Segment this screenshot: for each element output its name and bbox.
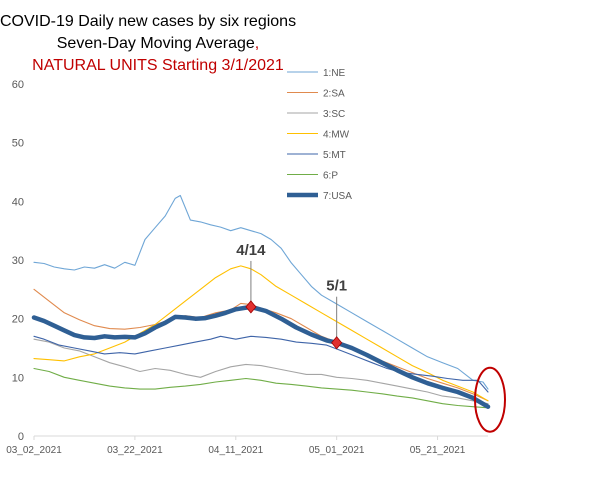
- y-tick-label: 30: [12, 255, 24, 267]
- annotation-marker: [331, 336, 343, 350]
- title-line-2: Seven-Day Moving Average,: [57, 35, 260, 52]
- series-line-5mt: [33, 335, 489, 393]
- annotation-label: 4/14: [236, 242, 266, 259]
- legend-label: 4:MW: [323, 130, 350, 141]
- series-line-3sc: [33, 338, 489, 405]
- annotation-marker: [245, 300, 257, 314]
- y-tick-label: 60: [12, 79, 24, 91]
- y-tick-label: 50: [12, 138, 24, 150]
- axes: 0 10 20 30 40 50 60 03_02_2021 03_22_2021 04_11_2…: [6, 79, 488, 456]
- y-tick-label: 10: [12, 372, 24, 384]
- x-tick-label: 05_21_2021: [410, 445, 466, 456]
- series-line-7usa: [31, 304, 491, 409]
- legend-label: 5:MT: [323, 150, 346, 161]
- legend-label: 1:NE: [323, 68, 346, 79]
- x-tick-label: 03_22_2021: [107, 445, 163, 456]
- y-tick-label: 40: [12, 196, 24, 208]
- series-line-6p: [33, 367, 489, 409]
- legend-label: 3:SC: [323, 109, 345, 120]
- x-tick-label: 03_02_2021: [6, 445, 62, 456]
- legend: 1:NE 2:SA 3:SC 4:MW 5:MT 6:P 7:USA: [287, 68, 352, 202]
- series-lines: [31, 194, 491, 409]
- x-tick-label: 04_11_2021: [208, 445, 263, 456]
- title-line-3: NATURAL UNITS Starting 3/1/2021: [32, 57, 284, 74]
- legend-label: 6:P: [323, 171, 338, 182]
- legend-label: 2:SA: [323, 89, 345, 100]
- series-line-4mw: [33, 265, 489, 402]
- legend-label: 7:USA: [323, 191, 352, 202]
- y-tick-label: 20: [12, 314, 24, 326]
- highlight-ellipse: [474, 366, 506, 433]
- series-line-1ne: [33, 194, 489, 390]
- chart-title: COVID-19 Daily new cases by six regions …: [0, 13, 296, 74]
- title-line-1: COVID-19 Daily new cases by six regions: [0, 13, 296, 30]
- annotation-label: 5/1: [326, 278, 347, 295]
- series-line-2sa: [33, 288, 489, 402]
- y-tick-label: 0: [18, 431, 24, 443]
- annotations: 4/14 5/1: [236, 242, 506, 433]
- x-tick-label: 05_01_2021: [309, 445, 365, 456]
